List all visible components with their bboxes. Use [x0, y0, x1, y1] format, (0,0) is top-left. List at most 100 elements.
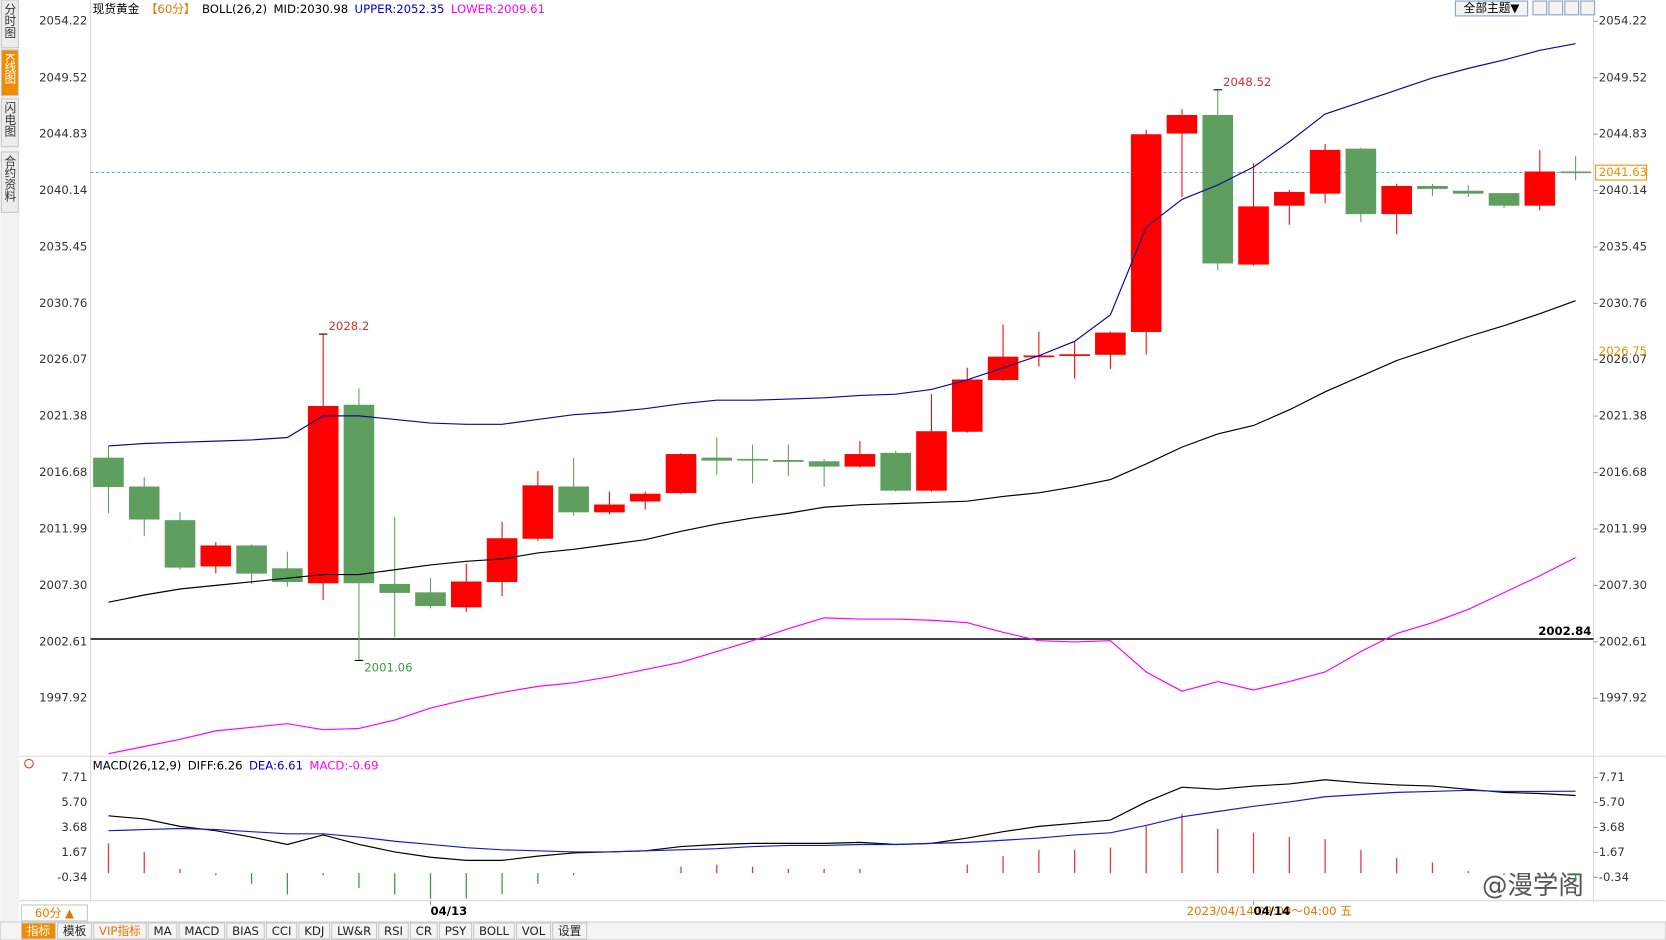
macd-line — [108, 779, 1576, 861]
x-tick-label: 04/13 — [431, 904, 468, 918]
y-tick-label: 2002.61 — [39, 634, 87, 648]
side-tab[interactable]: 合约资料 — [3, 154, 17, 202]
y-tick-label: 5.70 — [61, 795, 87, 809]
theme-button-box[interactable] — [1454, 0, 1529, 17]
toolbar-tab[interactable]: CCI — [272, 924, 292, 938]
y-tick-label-right: 2035.45 — [1599, 239, 1647, 253]
y-tick-label-right: 2026.07 — [1599, 352, 1647, 366]
toolbar-tab: VOL — [515, 922, 552, 940]
y-tick-label: 1997.92 — [39, 691, 87, 705]
toolbar-tab[interactable]: RSI — [384, 924, 403, 938]
side-tab[interactable]: 分时图 — [3, 3, 17, 39]
y-tick-label-right: 2049.52 — [1599, 70, 1647, 84]
y-tick-label-right: 2016.68 — [1599, 465, 1647, 479]
y-tick-label: 2021.38 — [39, 409, 87, 423]
side-tab-box — [0, 98, 19, 148]
theme-button[interactable]: 全部主题▼ — [1464, 1, 1520, 15]
y-tick-label: 1.67 — [61, 845, 87, 859]
toolbar-tab: CCI — [265, 922, 298, 940]
legend-text: LOWER:2009.61 — [451, 2, 545, 16]
side-tab[interactable]: K线图 — [3, 53, 17, 85]
side-tab[interactable]: 闪电图 — [3, 101, 17, 137]
toolbar-tab[interactable]: KDJ — [304, 924, 324, 938]
candle-body — [1130, 134, 1162, 332]
toolbar-tab[interactable]: BIAS — [232, 924, 259, 938]
candle-body — [558, 486, 589, 513]
y-tick-label-right: 2040.14 — [1599, 183, 1647, 197]
legend-text: MID:2030.98 — [273, 2, 348, 16]
y-tick-label-right: 5.70 — [1599, 795, 1625, 809]
legend-text: DEA:6.61 — [249, 758, 303, 772]
candle-body — [307, 405, 339, 584]
y-tick-label: 2016.68 — [39, 465, 87, 479]
toolbar-tab: 设置 — [552, 922, 588, 940]
candle-body — [93, 457, 124, 488]
settings-icon[interactable] — [24, 758, 34, 769]
icon-button[interactable] — [1532, 0, 1548, 16]
candle-body — [1524, 171, 1556, 206]
toolbar-tab-box — [147, 922, 178, 940]
side-tab-box — [0, 151, 19, 213]
toolbar-tab: VIP指标 — [93, 922, 147, 940]
toolbar-tab[interactable]: 设置 — [558, 924, 582, 938]
candle-body — [128, 486, 160, 520]
period-button[interactable]: 60分 ▲ — [35, 906, 74, 920]
toolbar-tab[interactable]: VIP指标 — [99, 924, 141, 938]
legend-text: 现货黄金 — [93, 2, 140, 16]
watermark: @漫学阁 — [1482, 871, 1584, 901]
candle-body — [737, 458, 768, 461]
period-button-box[interactable] — [20, 904, 88, 922]
toolbar-tab[interactable]: CR — [416, 924, 432, 938]
toolbar-tab: MA — [147, 922, 178, 940]
y-tick-label: 2049.52 — [39, 70, 87, 84]
candle-body — [200, 545, 232, 567]
legend-text: 【60分】 — [146, 2, 196, 16]
candle-body — [450, 581, 482, 608]
toolbar-tab[interactable]: 指标 — [27, 924, 51, 938]
y-tick-label-right: 1.67 — [1599, 845, 1625, 859]
toolbar-tab: MACD — [178, 922, 226, 940]
candle-body — [594, 504, 625, 513]
toolbar-tab-box — [552, 922, 588, 940]
y-tick-label-right: 2002.61 — [1599, 634, 1647, 648]
candle-body — [665, 454, 697, 494]
candle-body — [343, 404, 375, 584]
toolbar-tab: 模板 — [57, 922, 93, 940]
toolbar-tab-box — [298, 922, 331, 940]
legend-text: MACD:-0.69 — [309, 758, 378, 772]
toolbar-tab-box — [409, 922, 438, 940]
toolbar-tab[interactable]: 模板 — [63, 924, 87, 938]
icon-button[interactable] — [1564, 0, 1580, 16]
toolbar-tab-box — [515, 922, 552, 940]
toolbar-tab[interactable]: PSY — [445, 924, 467, 938]
y-tick-label: 2035.45 — [39, 239, 87, 253]
high-label: 2048.52 — [1223, 75, 1271, 89]
icon-button[interactable] — [1548, 0, 1564, 16]
candle-body — [916, 431, 947, 491]
window-icons — [1532, 0, 1596, 16]
boll-line — [108, 43, 1576, 447]
toolbar-tab[interactable]: BOLL — [479, 924, 509, 938]
toolbar-tab[interactable]: LW&R — [337, 924, 371, 938]
toolbar-tab: RSI — [378, 922, 409, 940]
y-tick-label: 2026.07 — [39, 352, 87, 366]
macd-line — [108, 789, 1576, 853]
candle-body — [1059, 354, 1090, 357]
toolbar-tab[interactable]: MA — [154, 924, 172, 938]
y-tick-label: 2030.76 — [39, 296, 87, 310]
y-tick-label-right: 2011.99 — [1599, 522, 1647, 536]
price-marker: 2041.63 — [1599, 165, 1647, 179]
icon-button[interactable] — [1580, 0, 1596, 16]
legend-text: UPPER:2052.35 — [355, 2, 445, 16]
candle-body — [1560, 171, 1591, 174]
side-tab-box — [0, 49, 19, 97]
candle-body — [1274, 191, 1305, 206]
toolbar-tab[interactable]: MACD — [184, 924, 219, 938]
status-text: 2023/04/14 03:00～04:00 五 — [1187, 904, 1353, 918]
candle-body — [236, 545, 267, 574]
toolbar-tab[interactable]: VOL — [522, 924, 546, 938]
candle-body — [629, 493, 661, 502]
toolbar-tab: BOLL — [473, 922, 515, 940]
legend-text: BOLL(26,2) — [202, 2, 267, 16]
